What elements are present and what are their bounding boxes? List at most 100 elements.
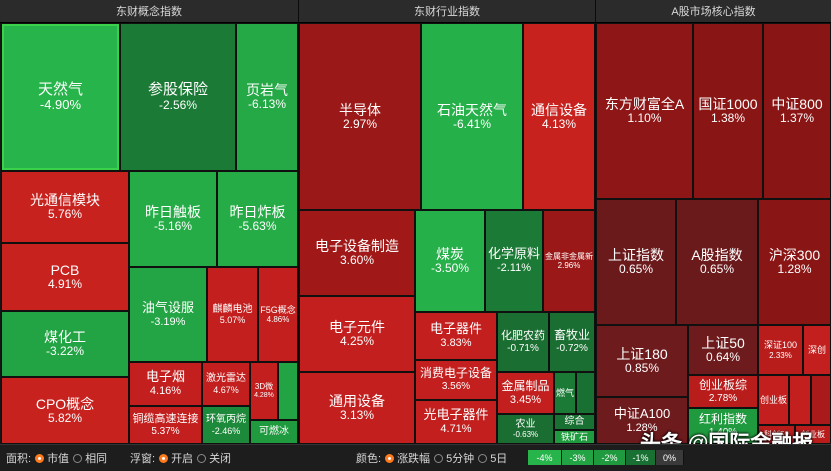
tile-jinshuzhipin[interactable]: 金属制品 3.45%	[497, 372, 554, 414]
tile-cpo[interactable]: CPO概念 5.82%	[1, 377, 129, 444]
tile-name: 消费电子设备	[419, 366, 492, 381]
tile-tianranqi[interactable]: 天然气 -4.90%	[1, 23, 120, 171]
float-control: 浮窗: 开启 关闭	[130, 445, 231, 471]
area-option-same[interactable]: 相同	[85, 453, 108, 465]
area-radio-marketcap[interactable]	[35, 453, 45, 463]
tile-name: 电子元件	[329, 319, 385, 336]
area-radio-same[interactable]	[73, 453, 83, 463]
tile-name: 创业板	[759, 394, 787, 405]
tile-name: 激光雷达	[206, 373, 246, 385]
tile-name: 参股保险	[147, 81, 208, 99]
tile-zonghe[interactable]: 综合	[554, 414, 595, 430]
tile-meihuagong[interactable]: 煤化工 -3.22%	[1, 311, 129, 377]
float-radio-off[interactable]	[197, 453, 207, 463]
tile-shenchuang[interactable]: 深创	[803, 325, 831, 375]
area-option-marketcap[interactable]: 市值	[47, 453, 70, 465]
tile-huanyangbingwan[interactable]: 环氧丙烷 -2.46%	[202, 406, 250, 444]
tile-chuangyebanzong[interactable]: 创业板综 2.78%	[688, 375, 758, 408]
tile-yeyanqi[interactable]: 页岩气 -6.13%	[236, 23, 298, 171]
tile-agu-zhishu[interactable]: A股指数 0.65%	[676, 199, 758, 325]
tile-zuorichuban[interactable]: 昨日触板 -5.16%	[129, 171, 217, 267]
tile-zhongzhenga100[interactable]: 中证A100 1.28%	[596, 397, 688, 444]
tile-shangzheng50[interactable]: 上证50 0.64%	[688, 325, 758, 375]
tile-value: 0.85%	[624, 361, 660, 376]
tile-3d[interactable]: 3D微 4.28%	[250, 362, 278, 420]
tile-value: 3.60%	[339, 253, 375, 268]
tile-value: 4.28%	[254, 391, 274, 399]
tile-guangtongxin[interactable]: 光通信模块 5.76%	[1, 171, 129, 243]
tile-youqisheshi[interactable]: 油气设服 -3.19%	[129, 267, 207, 362]
tile-dianzishebeizhizao[interactable]: 电子设备制造 3.60%	[299, 210, 415, 296]
color-radio-5min[interactable]	[434, 453, 444, 463]
tile-f5g[interactable]: F5G概念 4.86%	[258, 267, 298, 362]
tile-value: -2.46%	[211, 425, 241, 436]
tile-dianziyuanjian[interactable]: 电子元件 4.25%	[299, 296, 415, 372]
tile-hushen300[interactable]: 沪深300 1.28%	[758, 199, 831, 325]
tile-bandaoti[interactable]: 半导体 2.97%	[299, 23, 421, 210]
tile-zuorizhaban[interactable]: 昨日炸板 -5.63%	[217, 171, 298, 267]
tile-name: 电子烟	[145, 369, 185, 385]
tile-tongyongshebei[interactable]: 通用设备 3.13%	[299, 372, 415, 444]
color-radio-5day[interactable]	[478, 453, 488, 463]
color-control: 颜色: 涨跌幅 5分钟 5日	[356, 445, 507, 471]
tile-nongye[interactable]: 农业 -0.63%	[497, 414, 554, 444]
tile-value: 4.91%	[47, 277, 83, 292]
tile-guangdianziqijian[interactable]: 光电子器件 4.71%	[415, 400, 497, 444]
tile-shangzhengzhishu[interactable]: 上证指数 0.65%	[596, 199, 676, 325]
tile-guozheng1000[interactable]: 国证1000 1.38%	[693, 23, 763, 199]
tile-small-industry-1[interactable]	[576, 372, 595, 414]
tile-value: 4.16%	[149, 385, 182, 398]
tile-xumuye[interactable]: 畜牧业 -0.72%	[549, 312, 595, 372]
tile-tonglangaosu[interactable]: 铜缆高速连接 5.37%	[129, 406, 202, 444]
tile-shangzheng180[interactable]: 上证180 0.85%	[596, 325, 688, 397]
tile-keranbing[interactable]: 可燃冰	[250, 420, 298, 444]
tile-dongfangcaifu-quana[interactable]: 东方财富全A 1.10%	[596, 23, 693, 199]
tile-name: 化肥农药	[501, 329, 545, 342]
tile-dianziyan[interactable]: 电子烟 4.16%	[129, 362, 202, 406]
tile-shiyoutianranqi[interactable]: 石油天然气 -6.41%	[421, 23, 523, 210]
tile-name: 上证指数	[608, 247, 664, 264]
legend-minus4: -4%	[528, 450, 562, 465]
tile-name: PCB	[50, 262, 80, 279]
area-label: 面积:	[6, 453, 32, 465]
float-option-off[interactable]: 关闭	[209, 453, 232, 465]
tile-huafeinongyao[interactable]: 化肥农药 -0.71%	[497, 312, 549, 372]
color-option-change[interactable]: 涨跌幅	[397, 453, 431, 465]
tile-dianziqijian[interactable]: 电子器件 3.83%	[415, 312, 497, 360]
legend-zero: 0%	[656, 450, 684, 465]
tile-jiguangleida[interactable]: 激光雷达 4.67%	[202, 362, 250, 406]
tile-core-small-2[interactable]	[811, 375, 831, 425]
float-option-on[interactable]: 开启	[171, 453, 194, 465]
tile-ranqi[interactable]: 燃气	[554, 372, 576, 414]
tile-hongli-zhishu[interactable]: 红利指数 1.40%	[688, 408, 758, 444]
tile-chuangyeban[interactable]: 创业板	[758, 375, 789, 425]
tile-name: 上证180	[616, 346, 668, 363]
color-option-5min[interactable]: 5分钟	[446, 453, 475, 465]
tile-kechuang50[interactable]: 科创50	[758, 425, 795, 444]
tile-pcb[interactable]: PCB 4.91%	[1, 243, 129, 311]
tile-core-small-1[interactable]	[789, 375, 811, 425]
tile-name: A股指数	[691, 247, 743, 264]
tile-meitan[interactable]: 煤炭 -3.50%	[415, 210, 485, 312]
industry-panel-title: 东财行业指数	[299, 0, 595, 23]
tile-qilindianchi[interactable]: 麒麟电池 5.07%	[207, 267, 258, 362]
tile-value: -3.19%	[150, 315, 186, 328]
tile-value: -0.63%	[512, 430, 539, 440]
tile-small-green[interactable]	[278, 362, 298, 420]
tile-shenzheng100[interactable]: 深证100 2.33%	[758, 325, 803, 375]
tile-value: 1.28%	[626, 421, 658, 434]
tile-name: 化学原料	[487, 246, 540, 262]
float-radio-on[interactable]	[159, 453, 169, 463]
tile-huaxueyuanliao[interactable]: 化学原料 -2.11%	[485, 210, 543, 312]
tile-tiekuangshi[interactable]: 铁矿石	[554, 430, 595, 444]
tile-tongxinshebei[interactable]: 通信设备 4.13%	[523, 23, 595, 210]
tile-value: 4.13%	[541, 116, 577, 131]
color-radio-change[interactable]	[385, 453, 395, 463]
color-option-5day[interactable]: 5日	[490, 453, 508, 465]
tile-jinshufeijinshu[interactable]: 金属非金属新 2.96%	[543, 210, 595, 312]
tile-canguxian[interactable]: 参股保险 -2.56%	[120, 23, 236, 171]
tile-xiaofeidianzi[interactable]: 消费电子设备 3.56%	[415, 360, 497, 400]
tile-zhongzheng800[interactable]: 中证800 1.37%	[763, 23, 831, 199]
tile-name: 麒麟电池	[212, 303, 253, 315]
tile-name: 天然气	[37, 80, 83, 98]
